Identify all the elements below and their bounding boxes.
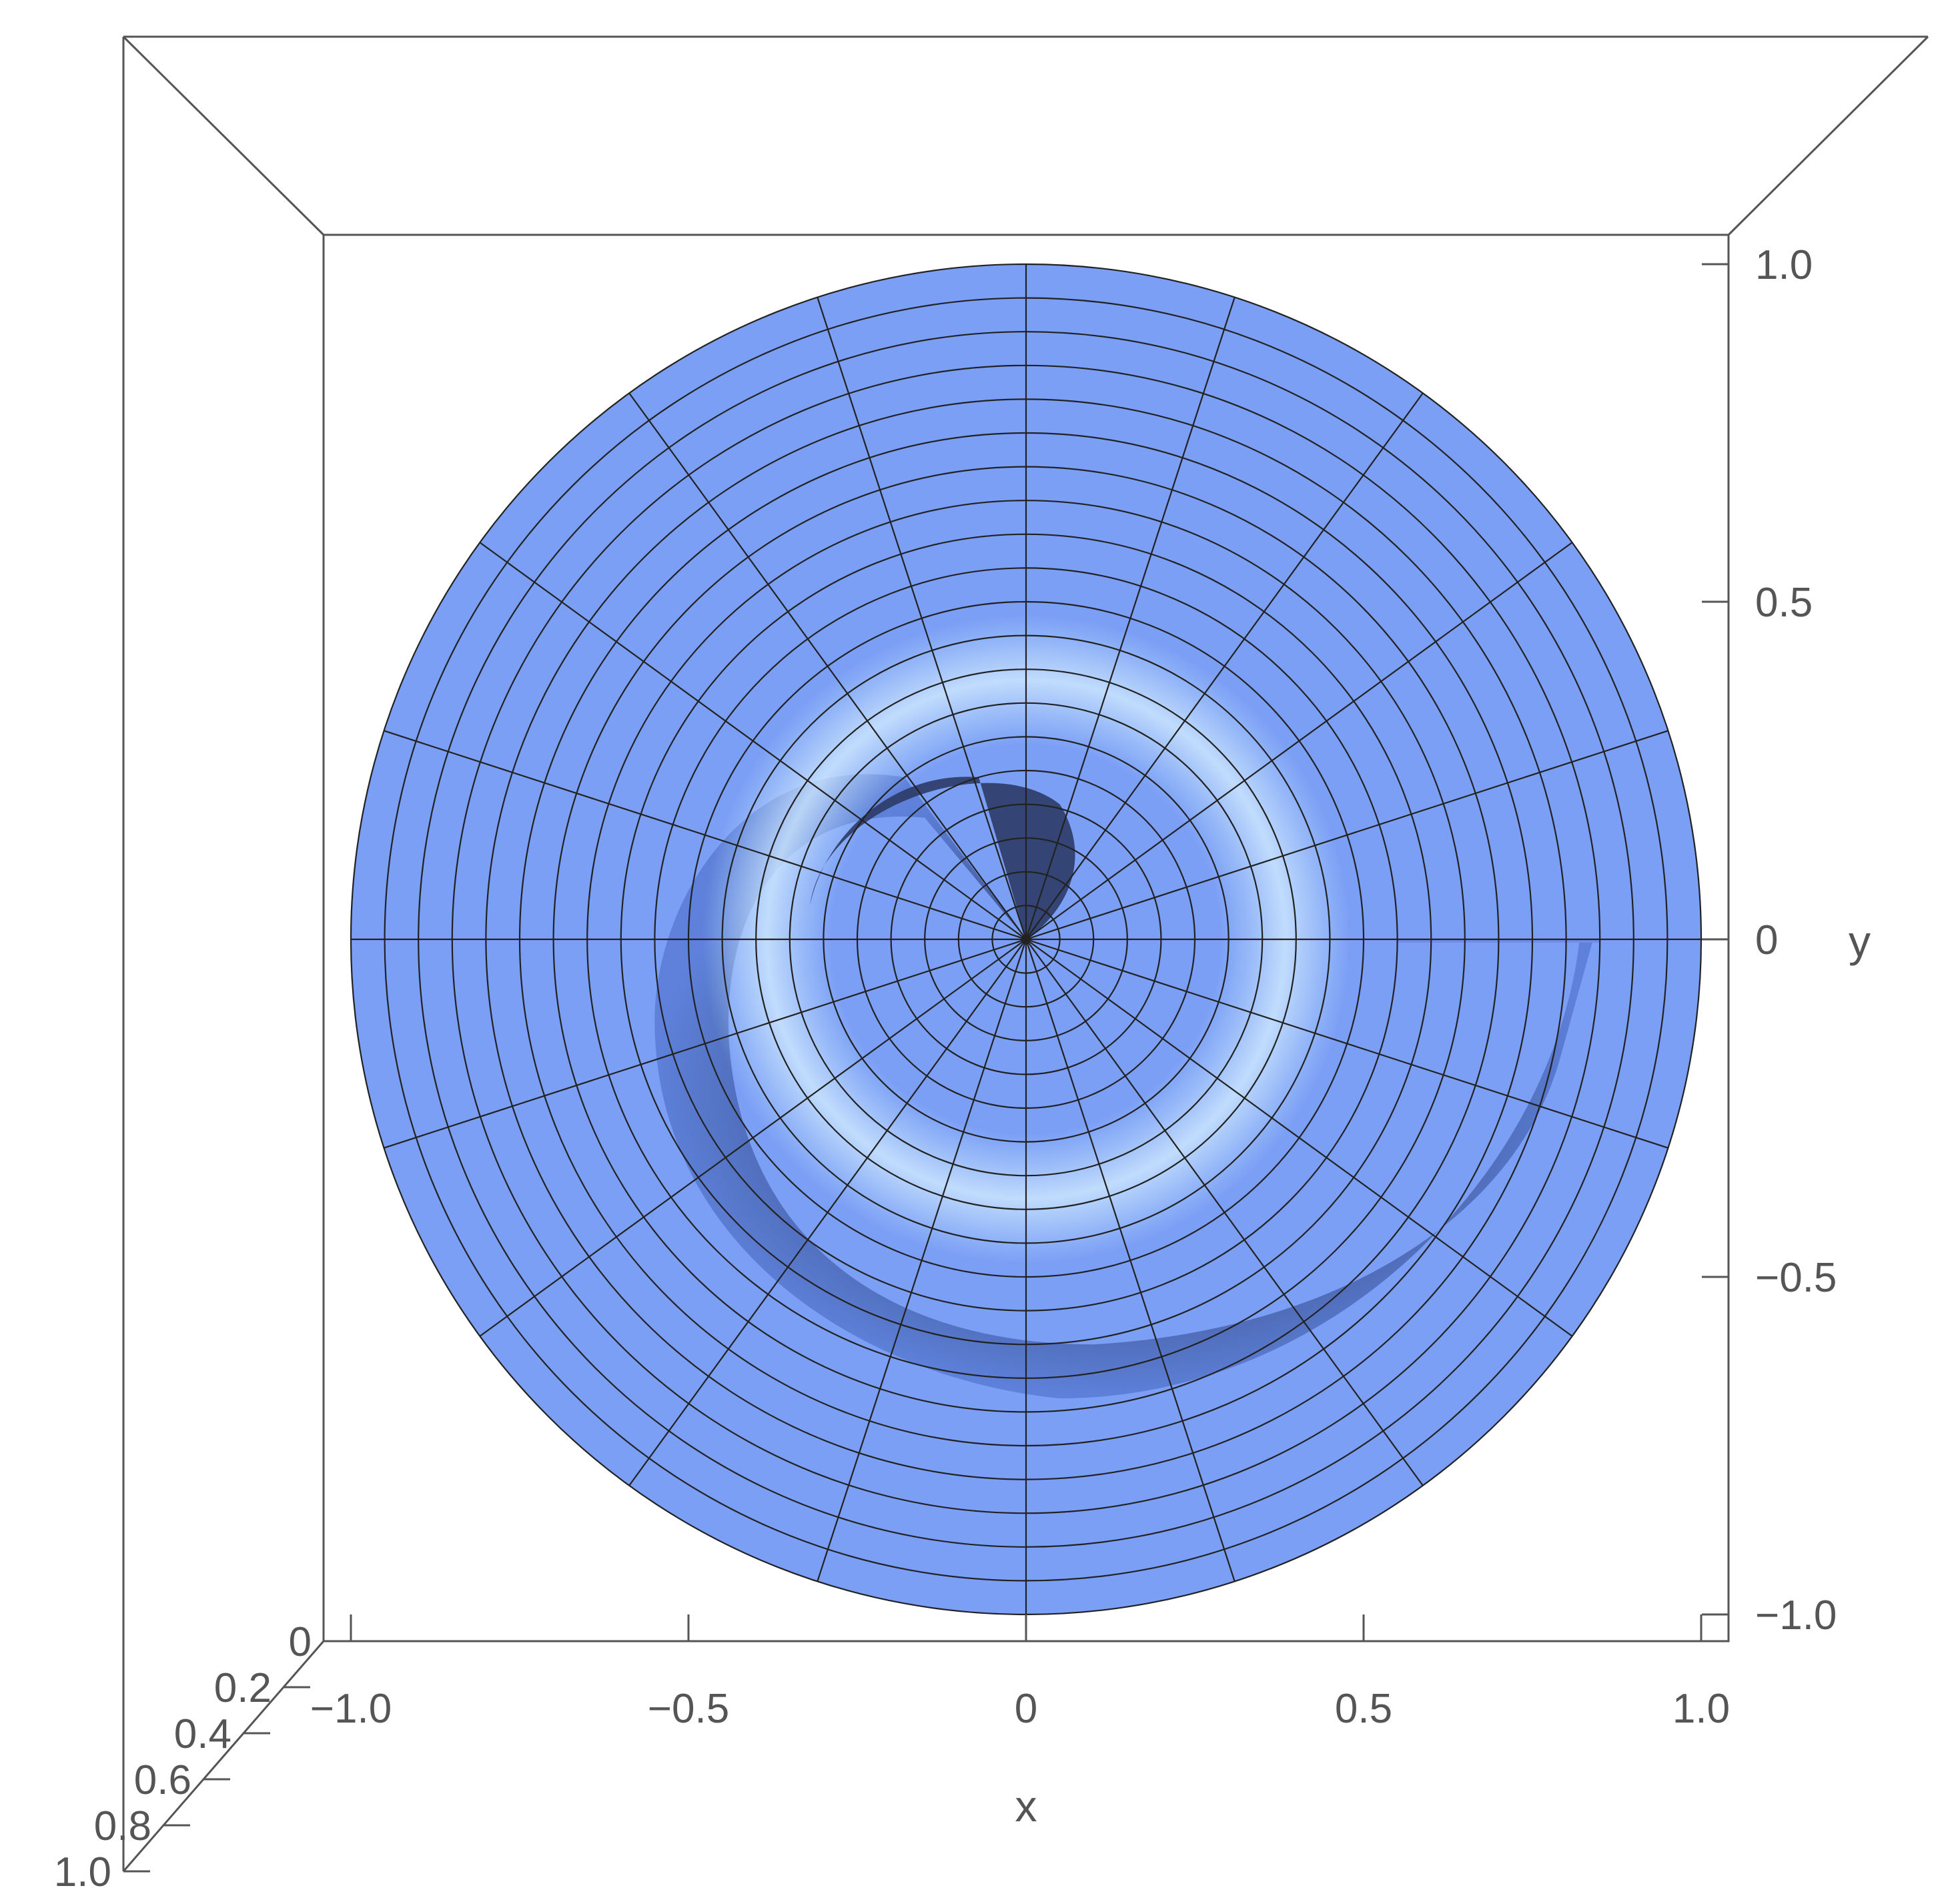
x-axis: −1.0 −0.5 0 0.5 1.0: [310, 1614, 1730, 1732]
y-tick-label: −1.0: [1755, 1592, 1837, 1638]
x-tick-label: −0.5: [648, 1686, 729, 1732]
y-tick-label: 1.0: [1755, 242, 1813, 288]
z-tick-label: 0.4: [174, 1711, 231, 1757]
mesh-radial-line: [1025, 730, 1668, 941]
mesh-radial-line: [1025, 938, 1668, 1149]
surface: [350, 263, 1702, 1616]
z-tick-label: 0.6: [134, 1757, 191, 1803]
mesh-radial-line: [817, 297, 1027, 940]
z-tick-label: 1.0: [54, 1849, 111, 1888]
x-tick-label: 0.5: [1335, 1686, 1392, 1732]
mesh-radial-line: [479, 939, 1027, 1337]
mesh-radial-line: [479, 542, 1027, 940]
x-tick-label: 1.0: [1672, 1686, 1730, 1732]
x-axis-title: x: [1015, 1781, 1037, 1831]
z-axis: 0 0.20.40.60.81.0: [54, 1619, 350, 1888]
x-tick-label: −1.0: [310, 1686, 392, 1732]
y-axis-title: y: [1849, 917, 1871, 966]
box-edge-top-right: [1727, 35, 1929, 236]
mesh-lines: [350, 263, 1702, 1616]
y-tick-label: 0: [1755, 917, 1778, 963]
y-axis: 1.0 0.5 0 −0.5 −1.0: [1702, 242, 1837, 1638]
mesh-radial-line: [1025, 939, 1424, 1486]
mesh-radial-line: [817, 939, 1027, 1582]
mesh-radial-line: [628, 939, 1027, 1486]
mesh-radial-line: [1025, 939, 1236, 1582]
mesh-radial-line: [628, 392, 1027, 940]
mesh-radial-line: [1025, 939, 1573, 1337]
spiral-core: [810, 777, 1075, 939]
mesh-radial-line: [1025, 542, 1573, 940]
y-tick-label: 0.5: [1755, 580, 1813, 626]
y-tick-label: −0.5: [1755, 1255, 1837, 1301]
mesh-radial-line: [384, 938, 1027, 1149]
z-tick-label: 0.8: [94, 1803, 151, 1849]
box-edge-bottom-left: [122, 1640, 325, 1872]
z-tick-label: 0.2: [214, 1665, 272, 1711]
mesh-radial-line: [1025, 392, 1424, 940]
mesh-radial-line: [1025, 297, 1236, 940]
x-tick-label: 0: [1015, 1686, 1037, 1732]
box-edge-top-left: [122, 35, 325, 236]
z-tick-label: 0: [289, 1619, 312, 1665]
mesh-radial-line: [384, 730, 1027, 941]
